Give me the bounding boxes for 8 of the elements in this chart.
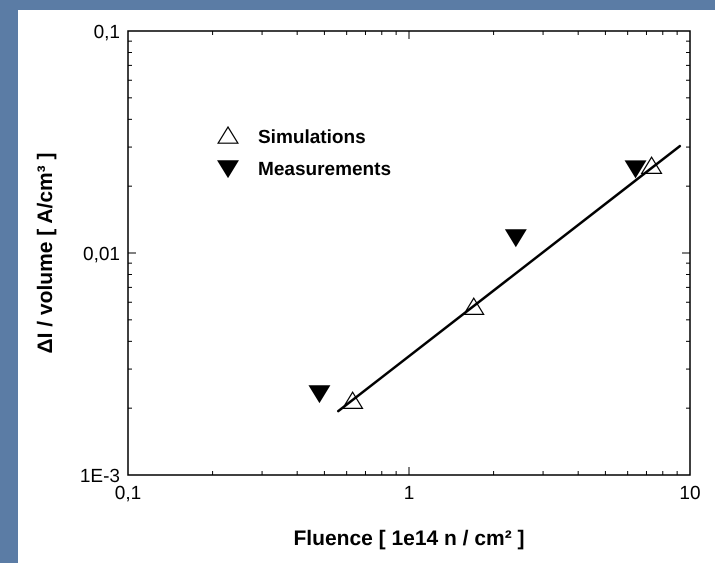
y-axis-title: ΔI / volume [ A/cm³ ] bbox=[34, 152, 57, 354]
x-tick-label: 10 bbox=[679, 483, 701, 504]
x-tick-label: 1 bbox=[404, 483, 414, 504]
x-axis-title: Fluence [ 1e14 n / cm² ] bbox=[293, 527, 525, 550]
y-tick-label: 0,01 bbox=[83, 244, 120, 265]
legend-label: Simulations bbox=[258, 127, 366, 148]
legend-label: Measurements bbox=[258, 159, 392, 180]
y-tick-label: 0,1 bbox=[94, 22, 120, 43]
